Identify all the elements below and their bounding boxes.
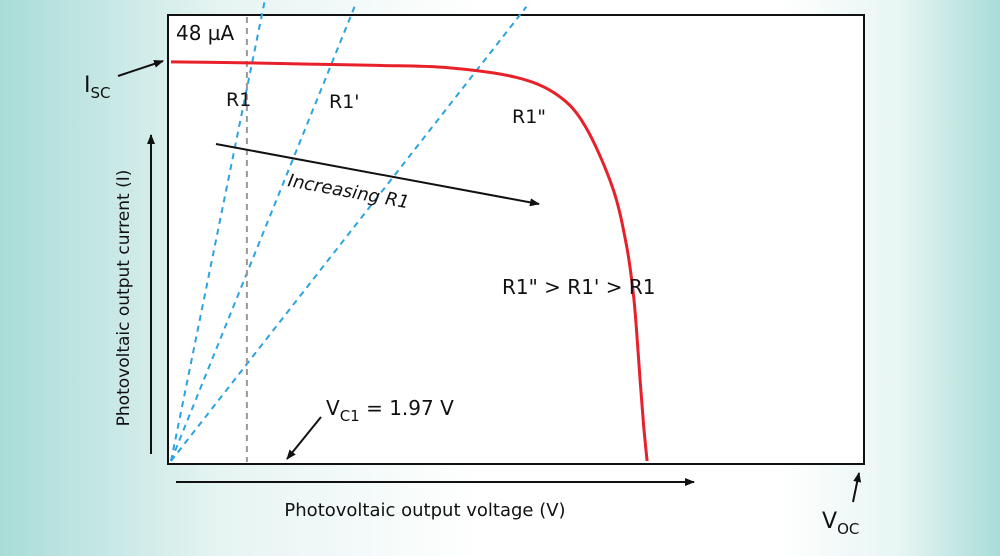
isc-label: ISC [84, 73, 111, 102]
voc-label-sub: OC [837, 520, 859, 538]
load-line-r1 [170, 0, 266, 462]
isc-label-main: I [84, 73, 91, 98]
plot-area [167, 14, 865, 465]
voc-label: VOC [822, 509, 859, 538]
vc1-label-main: V [326, 396, 340, 420]
inequality-label: R1" > R1' > R1 [502, 275, 656, 299]
load-line-label-r1-double-prime: R1" [512, 106, 546, 128]
y-axis-label: Photovoltaic output current (I) [114, 170, 134, 427]
load-line-label-r1-prime: R1' [329, 91, 360, 113]
load-line-r1-prime [170, 6, 356, 462]
voc-label-main: V [822, 509, 837, 534]
iv-curve [170, 60, 649, 462]
max-current-label: 48 µA [176, 21, 235, 45]
load-line-label-r1: R1 [226, 89, 251, 111]
load-line-r1-double-prime [170, 6, 528, 462]
isc-label-sub: SC [91, 84, 111, 102]
voc-arrow [852, 472, 862, 503]
vc1-label-sub: C1 [340, 407, 360, 425]
vc1-arrow [286, 416, 322, 460]
load-lines [170, 0, 528, 462]
x-axis-label: Photovoltaic output voltage (V) [284, 500, 565, 521]
vc1-label-value: = 1.97 V [360, 396, 454, 420]
increasing-r1-arrow [215, 143, 540, 207]
vc1-label: VC1 = 1.97 V [326, 396, 454, 425]
isc-arrow [117, 60, 164, 77]
